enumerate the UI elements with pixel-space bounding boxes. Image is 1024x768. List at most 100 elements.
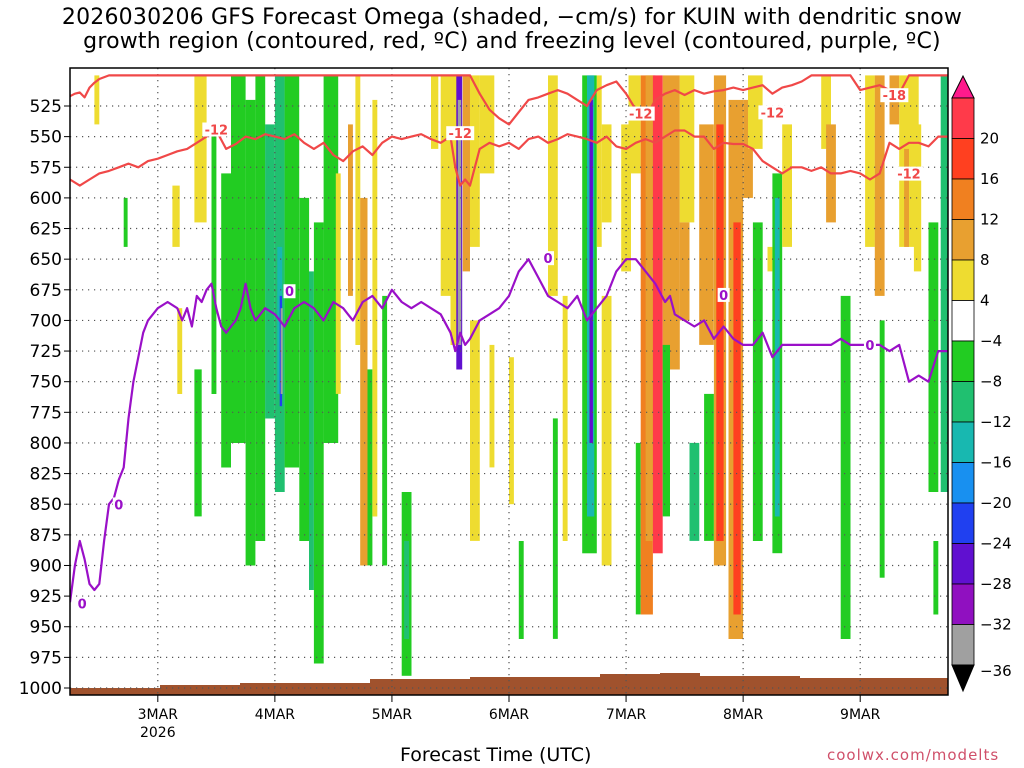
pressure-tick-label: 700	[30, 311, 62, 331]
pressure-tick-label: 550	[30, 128, 62, 148]
omega-cell	[172, 185, 180, 247]
omega-cell	[245, 99, 256, 566]
freezing-level-label: 0	[543, 252, 552, 267]
omega-cell	[431, 75, 439, 149]
omega-cell	[699, 124, 714, 345]
omega-cell	[596, 75, 602, 247]
dgz-lower-label-bg	[758, 105, 787, 120]
time-tick-label: 4MAR	[255, 707, 296, 723]
terrain-ground	[70, 673, 948, 695]
pressure-tick-label: 600	[30, 189, 62, 209]
colorbar-label: 4	[980, 292, 990, 310]
omega-cell	[601, 295, 612, 566]
omega-cell	[348, 124, 353, 296]
dgz-lower-label-bg	[626, 106, 655, 121]
colorbar-bottom-arrow	[951, 664, 975, 693]
freezing-level-label-bg	[283, 284, 296, 299]
colorbar-label: −16	[980, 454, 1012, 472]
colorbar-label: −28	[980, 575, 1012, 593]
omega-cell	[284, 75, 300, 468]
pressure-axis: 525 550 575 600 625 650 675 700 725 750 775 800 825 8…	[19, 97, 70, 699]
omega-cell	[767, 246, 773, 272]
omega-cell	[518, 541, 524, 639]
colorbar-label: −24	[980, 535, 1012, 553]
omega-cell	[470, 320, 480, 541]
omega-cell	[628, 75, 641, 174]
dgz-upper-label-bg	[880, 88, 909, 103]
freezing-level-label-bg	[717, 287, 730, 302]
omega-cell	[821, 75, 831, 149]
omega-cell	[194, 369, 202, 517]
time-tick-label: 7MAR	[606, 707, 647, 723]
omega-cell	[299, 197, 310, 541]
time-tick-label: 5MAR	[372, 707, 413, 723]
time-tick-label: 6MAR	[489, 707, 530, 723]
omega-cell	[704, 393, 714, 541]
pressure-tick-label: 675	[30, 281, 62, 301]
omega-cell	[211, 124, 217, 395]
colorbar-swatch	[951, 462, 975, 504]
omega-cell	[782, 124, 792, 247]
omega-cell	[462, 75, 470, 272]
colorbar-swatch	[951, 421, 975, 463]
dgz-lower-label-bg	[202, 122, 231, 137]
dgz-lower-label: -12	[897, 168, 921, 183]
omega-cell	[440, 75, 451, 296]
omega-cell	[928, 222, 939, 492]
omega-cell	[372, 99, 378, 517]
colorbar-label: −36	[980, 662, 1012, 680]
colorbar-label: 8	[980, 251, 990, 269]
pressure-tick-label: 625	[30, 220, 62, 240]
colorbar-label: −20	[980, 494, 1012, 512]
omega-colorbar: 20 16 12 8 4 −4 −8 −12 −16 −20 −24 −28 −32 −36	[951, 74, 1012, 693]
dgz-upper-contour	[70, 74, 948, 126]
colorbar-swatch	[951, 381, 975, 423]
dgz-lower-label: -12	[629, 108, 653, 123]
omega-cell	[177, 308, 183, 394]
colorbar-swatch	[951, 340, 975, 382]
omega-cell	[255, 75, 266, 542]
time-tick-label: 3MAR	[138, 707, 179, 723]
colorbar-label: 16	[980, 170, 999, 188]
omega-cell	[662, 75, 680, 370]
colorbar-swatch	[951, 543, 975, 585]
omega-cell	[645, 75, 656, 542]
omega-cell	[457, 99, 462, 346]
omega-cell	[933, 541, 939, 615]
freezing-level-label-bg	[76, 596, 89, 611]
pressure-tick-label: 825	[30, 465, 62, 485]
colorbar-label: 20	[980, 130, 999, 148]
omega-cell	[360, 197, 368, 566]
dgz-lower-label-bg	[446, 126, 475, 141]
freezing-level-label: 0	[865, 339, 874, 354]
omega-cell	[752, 222, 763, 541]
time-axis: 3MAR 2026 4MAR 5MAR 6MAR 7MAR 8MAR 9MAR	[138, 695, 881, 741]
omega-cell	[94, 75, 100, 125]
omega-cell	[309, 271, 314, 590]
omega-cell	[194, 75, 207, 223]
omega-cell	[635, 442, 641, 615]
omega-cell	[601, 124, 612, 223]
colorbar-label: −8	[980, 373, 1002, 391]
omega-cell	[589, 99, 593, 444]
freezing-level-label: 0	[114, 498, 123, 513]
pressure-tick-label: 850	[30, 495, 62, 515]
omega-cell	[509, 357, 514, 505]
omega-cell	[621, 124, 631, 272]
freezing-level-label: 0	[285, 285, 294, 300]
omega-cell	[865, 75, 875, 247]
colorbar-swatch	[951, 624, 975, 666]
pressure-tick-label: 975	[30, 648, 62, 668]
colorbar-swatch	[951, 178, 975, 220]
omega-cell	[679, 222, 690, 321]
pressure-tick-label: 750	[30, 373, 62, 393]
freezing-level-label-bg	[112, 497, 125, 512]
pressure-tick-label: 900	[30, 556, 62, 576]
omega-cell	[652, 75, 663, 554]
omega-cell	[679, 75, 695, 223]
dgz-lower-label-bg	[894, 166, 923, 181]
omega-cell	[489, 344, 495, 468]
pressure-tick-label: 800	[30, 434, 62, 454]
x-axis-title: Forecast Time (UTC)	[400, 744, 592, 766]
